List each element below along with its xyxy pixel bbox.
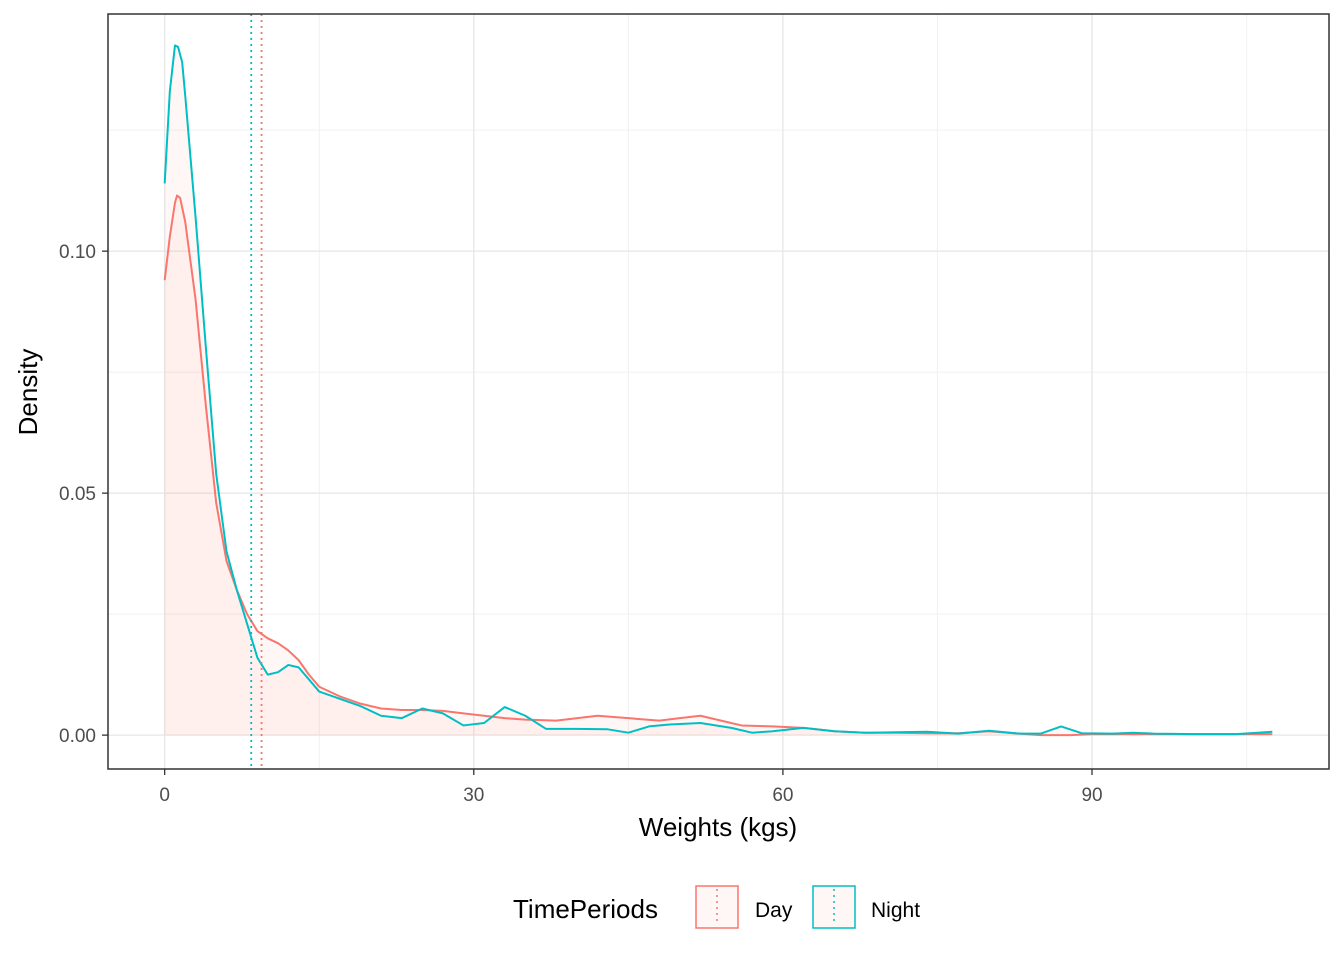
density-line-night [163,44,1273,736]
y-axis-title: Density [13,349,43,436]
legend-entry-night: Night [812,885,920,929]
density-lines [163,44,1273,737]
plot-background [108,14,1329,769]
legend-label-night: Night [871,899,920,922]
x-tick-label: 60 [772,785,793,806]
density-areas [164,45,1273,736]
y-tick-label: 0.10 [59,242,96,263]
x-tick-label: 30 [463,785,484,806]
x-tick-label: 90 [1081,785,1102,806]
legend: TimePeriods Day Night [513,885,920,929]
legend-label-day: Day [755,899,793,922]
legend-entry-day: Day [695,885,793,929]
y-axis-ticks: 0.00 0.05 0.10 [59,242,108,747]
x-axis-ticks: 0 30 60 90 [159,769,1103,806]
x-axis-title: Weights (kgs) [639,812,797,842]
x-tick-label: 0 [159,785,170,806]
y-tick-label: 0.00 [59,726,96,747]
y-tick-label: 0.05 [59,484,96,505]
plot-panel-border [107,13,1330,770]
density-area-day [164,195,1273,736]
legend-title: TimePeriods [513,894,658,924]
grid-lines [108,14,1329,769]
